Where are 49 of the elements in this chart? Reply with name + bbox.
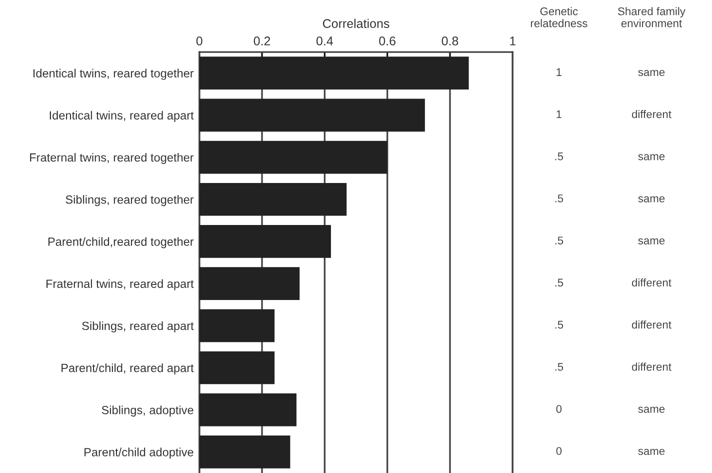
text: same [638, 448, 665, 455]
y-tick-label: Identical twins, reared together [33, 68, 194, 80]
text: .5 [555, 278, 564, 287]
text: same [638, 196, 665, 202]
text: .5 [555, 194, 564, 202]
text: 1 [556, 110, 562, 118]
bar [199, 436, 290, 468]
bar [199, 393, 296, 426]
text: 1 [556, 68, 562, 76]
y-tick-label: Parent/child,reared together [48, 237, 194, 248]
text: different [632, 362, 672, 371]
bar [199, 267, 300, 300]
y-tick-label: Parent/child, reared apart [62, 363, 194, 374]
text: same [638, 406, 665, 413]
y-tick-label: Identical twins, reared apart [50, 110, 194, 122]
x-tick-label: 0.8 [442, 36, 458, 46]
bar [199, 182, 347, 216]
text: different [632, 110, 672, 118]
y-tick-label: Siblings, reared apart [82, 321, 194, 332]
text: .5 [555, 362, 564, 371]
x-tick-label: 1 [510, 36, 516, 46]
bar [199, 225, 331, 258]
text: same [638, 238, 665, 244]
y-tick-label: Siblings, adoptive [102, 406, 194, 417]
x-tick-label: 0.4 [316, 36, 333, 46]
text: .5 [555, 320, 564, 329]
text: different [632, 278, 672, 287]
bar [199, 351, 275, 384]
text: same [638, 154, 665, 160]
y-tick-label: Siblings, reared together [66, 195, 194, 206]
text: Genetic relatedness [530, 7, 588, 28]
bar [199, 140, 388, 174]
text: 0 [556, 404, 562, 413]
text: Shared family environment [618, 7, 686, 28]
x-axis-title: Correlations [322, 18, 390, 28]
y-tick-label: Fraternal twins, reared apart [46, 279, 194, 290]
y-tick-label: Fraternal twins, reared together [30, 152, 194, 164]
text: same [638, 70, 665, 76]
bar [199, 98, 425, 132]
x-tick-label: 0.6 [379, 36, 396, 46]
text: .5 [555, 236, 564, 244]
text: different [632, 320, 672, 329]
text: 0 [556, 447, 562, 455]
y-tick-label: Parent/child adoptive [84, 448, 194, 459]
text: .5 [555, 152, 564, 160]
x-tick-label: 0.2 [254, 36, 270, 46]
bar [199, 309, 275, 342]
bar [199, 56, 469, 90]
x-tick-label: 0 [196, 36, 202, 46]
